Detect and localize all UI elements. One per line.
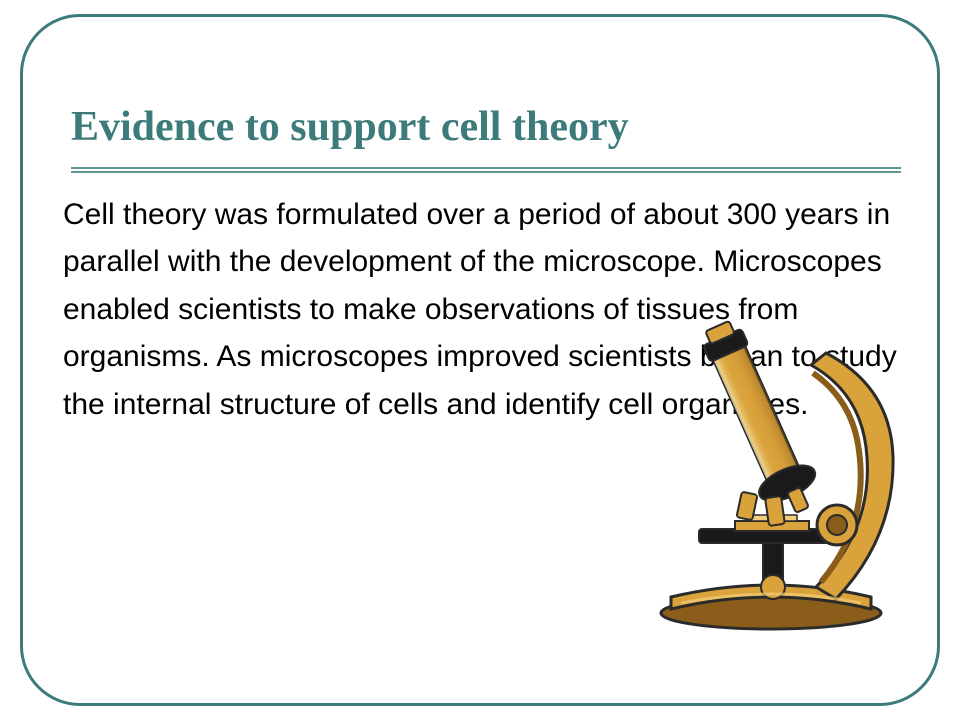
title-underline bbox=[71, 167, 901, 173]
slide-title: Evidence to support cell theory bbox=[71, 103, 629, 151]
slide-frame: Evidence to support cell theory Cell the… bbox=[20, 14, 940, 706]
microscope-icon bbox=[641, 317, 901, 632]
